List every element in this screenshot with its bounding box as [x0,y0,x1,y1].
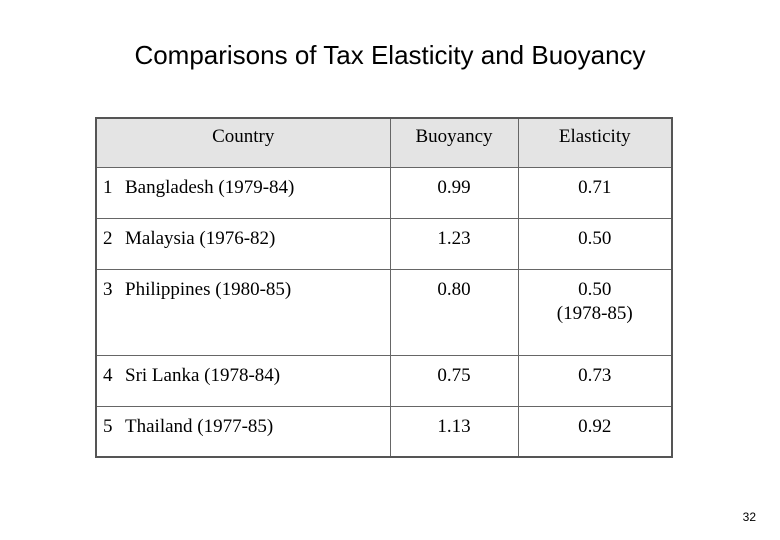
row-number: 3 [103,278,113,300]
row-number: 2 [103,227,113,249]
country-cell: 3 Philippines (1980-85) [95,268,391,356]
elasticity-cell: 0.92 [517,405,673,458]
table-row: 5 Thailand (1977-85) 1.13 0.92 [95,405,673,458]
country-cell: 4 Sri Lanka (1978-84) [95,354,391,407]
country-cell: 1 Bangladesh (1979-84) [95,166,391,219]
country-cell: 5 Thailand (1977-85) [95,405,391,458]
buoyancy-cell: 0.75 [389,354,519,407]
country-name: Thailand (1977-85) [125,415,274,437]
buoyancy-cell: 1.23 [389,217,519,270]
country-name: Bangladesh (1979-84) [125,176,295,198]
buoyancy-cell: 0.99 [389,166,519,219]
elasticity-cell: 0.50 [517,217,673,270]
table-header-row: Country Buoyancy Elasticity [95,117,673,168]
header-elasticity: Elasticity [517,117,673,168]
buoyancy-cell: 0.80 [389,268,519,356]
elasticity-cell: 0.71 [517,166,673,219]
page-number: 32 [742,510,756,524]
slide-title: Comparisons of Tax Elasticity and Buoyan… [134,40,646,70]
country-name: Sri Lanka (1978-84) [125,364,281,386]
table-row: 1 Bangladesh (1979-84) 0.99 0.71 [95,166,673,219]
comparison-table: Country Buoyancy Elasticity 1 Bangladesh … [95,117,673,458]
buoyancy-cell: 1.13 [389,405,519,458]
country-name: Philippines (1980-85) [125,278,292,300]
elasticity-cell: 0.73 [517,354,673,407]
row-number: 4 [103,364,113,386]
row-number: 5 [103,415,113,437]
elasticity-cell: 0.50 (1978-85) [517,268,673,356]
country-name: Malaysia (1976-82) [125,227,276,249]
row-number: 1 [103,176,113,198]
header-country: Country [95,117,391,168]
table-row: 3 Philippines (1980-85) 0.80 0.50 (1978-85… [95,268,673,356]
elasticity-period-note: (1978-85) [556,302,633,324]
table-row: 4 Sri Lanka (1978-84) 0.75 0.73 [95,354,673,407]
table-row: 2 Malaysia (1976-82) 1.23 0.50 [95,217,673,270]
header-buoyancy: Buoyancy [389,117,519,168]
elasticity-value: 0.50 [578,278,612,300]
country-cell: 2 Malaysia (1976-82) [95,217,391,270]
